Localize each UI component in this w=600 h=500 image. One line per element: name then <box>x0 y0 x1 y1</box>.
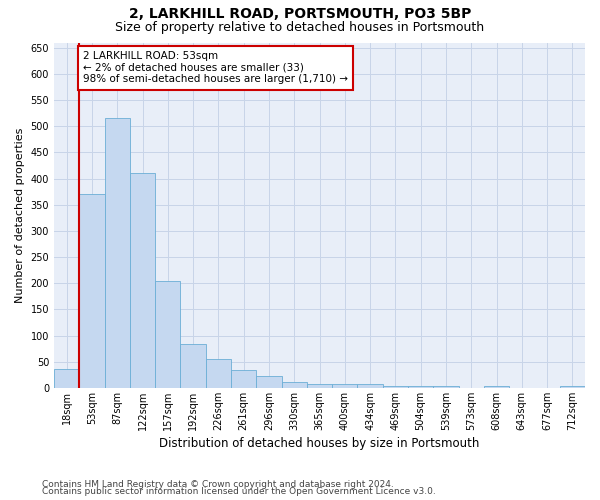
Text: Contains public sector information licensed under the Open Government Licence v3: Contains public sector information licen… <box>42 488 436 496</box>
Bar <box>332 384 358 388</box>
Bar <box>130 174 155 388</box>
Bar <box>206 359 231 388</box>
Bar <box>433 386 458 388</box>
Bar <box>560 386 585 388</box>
Bar <box>408 386 433 388</box>
Bar <box>54 368 79 388</box>
Bar <box>181 344 206 388</box>
Bar <box>256 376 281 388</box>
Bar <box>155 280 181 388</box>
Bar <box>281 382 307 388</box>
Bar <box>484 386 509 388</box>
Text: 2, LARKHILL ROAD, PORTSMOUTH, PO3 5BP: 2, LARKHILL ROAD, PORTSMOUTH, PO3 5BP <box>129 8 471 22</box>
X-axis label: Distribution of detached houses by size in Portsmouth: Distribution of detached houses by size … <box>160 437 480 450</box>
Bar <box>307 384 332 388</box>
Bar <box>231 370 256 388</box>
Bar <box>358 384 383 388</box>
Y-axis label: Number of detached properties: Number of detached properties <box>15 128 25 303</box>
Text: 2 LARKHILL ROAD: 53sqm
← 2% of detached houses are smaller (33)
98% of semi-deta: 2 LARKHILL ROAD: 53sqm ← 2% of detached … <box>83 51 348 84</box>
Bar <box>104 118 130 388</box>
Bar <box>79 194 104 388</box>
Text: Size of property relative to detached houses in Portsmouth: Size of property relative to detached ho… <box>115 22 485 35</box>
Text: Contains HM Land Registry data © Crown copyright and database right 2024.: Contains HM Land Registry data © Crown c… <box>42 480 394 489</box>
Bar <box>383 386 408 388</box>
